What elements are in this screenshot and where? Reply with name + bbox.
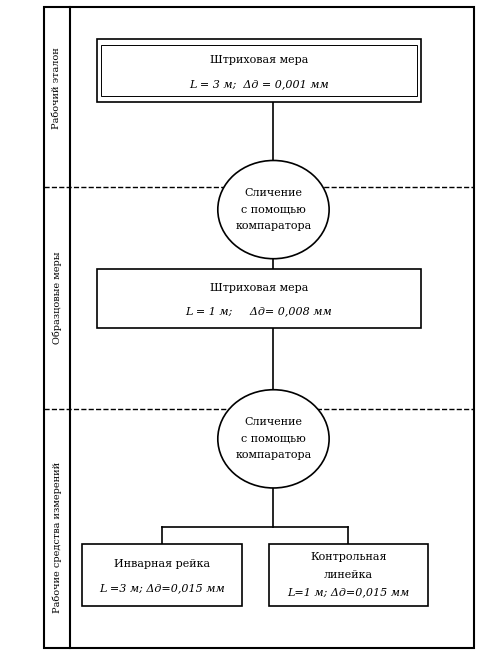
Text: L=1 м; Δд=0,015 мм: L=1 м; Δд=0,015 мм bbox=[287, 587, 409, 597]
Ellipse shape bbox=[218, 390, 329, 488]
Ellipse shape bbox=[218, 160, 329, 259]
Text: компаратора: компаратора bbox=[235, 450, 312, 460]
Text: L = 1 м;     Δд= 0,008 мм: L = 1 м; Δд= 0,008 мм bbox=[185, 306, 333, 316]
Bar bbox=[97, 269, 421, 328]
Bar bbox=[97, 39, 421, 102]
Text: Инварная рейка: Инварная рейка bbox=[114, 559, 210, 569]
Text: L = 3 м;  Δд = 0,001 мм: L = 3 м; Δд = 0,001 мм bbox=[189, 79, 329, 89]
Text: Штриховая мера: Штриховая мера bbox=[210, 283, 308, 293]
Bar bbox=[44, 7, 474, 648]
Text: Сличение: Сличение bbox=[244, 188, 302, 198]
Text: L =3 м; Δд=0,015 мм: L =3 м; Δд=0,015 мм bbox=[99, 584, 225, 593]
Text: с помощью: с помощью bbox=[241, 204, 306, 215]
Bar bbox=[101, 45, 417, 96]
Text: Образцовые меры: Образцовые меры bbox=[52, 252, 61, 345]
Bar bbox=[82, 544, 242, 606]
Text: линейка: линейка bbox=[324, 570, 373, 580]
Text: Рабочие средства измерений: Рабочие средства измерений bbox=[52, 462, 61, 612]
Text: Штриховая мера: Штриховая мера bbox=[210, 55, 308, 65]
Text: Сличение: Сличение bbox=[244, 417, 302, 428]
Bar bbox=[269, 544, 428, 606]
Text: Рабочий эталон: Рабочий эталон bbox=[52, 48, 61, 129]
Text: с помощью: с помощью bbox=[241, 434, 306, 444]
Text: компаратора: компаратора bbox=[235, 221, 312, 231]
Text: Контрольная: Контрольная bbox=[310, 552, 387, 563]
